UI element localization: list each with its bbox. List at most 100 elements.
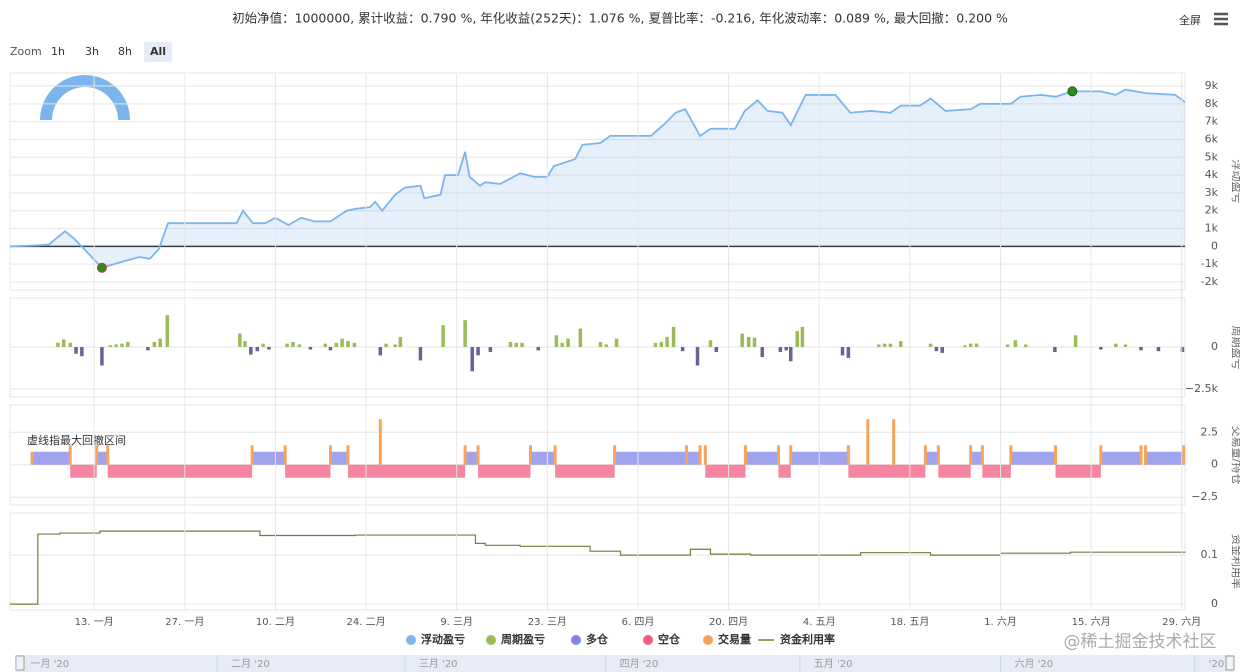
line xyxy=(10,530,1186,605)
y-axis-title: 周期盈亏 xyxy=(1230,326,1240,370)
bar xyxy=(866,419,870,465)
navigator[interactable] xyxy=(17,655,1233,672)
bar xyxy=(980,445,984,465)
bar xyxy=(1099,445,1103,465)
annotation: 虚线指最大回撤区间 xyxy=(27,433,126,447)
bar xyxy=(378,346,383,356)
legend-marker xyxy=(406,635,416,645)
bar xyxy=(441,325,445,347)
area xyxy=(10,89,1185,268)
bar xyxy=(340,338,344,347)
position-band xyxy=(555,464,615,478)
bar xyxy=(238,333,242,347)
y-tick-label: 0 xyxy=(1211,597,1218,610)
navigator-label: 二月 '20 xyxy=(231,658,270,670)
bar xyxy=(261,343,265,347)
y-axis-title: 浮动盈亏 xyxy=(1230,160,1240,204)
zoom-button[interactable]: 8h xyxy=(118,45,132,58)
bar xyxy=(470,346,474,372)
bar xyxy=(393,344,397,347)
bar xyxy=(740,333,744,347)
y-tick-label: 4k xyxy=(1205,168,1219,181)
bar xyxy=(508,341,513,347)
legend-label[interactable]: 资金利用率 xyxy=(780,632,835,646)
position-band xyxy=(478,464,531,478)
watermark: @稀土掘金技术社区 xyxy=(1064,632,1217,652)
x-tick-label: 6. 四月 xyxy=(622,616,655,628)
bar xyxy=(146,346,150,351)
bar xyxy=(528,445,532,465)
position-band xyxy=(252,451,286,465)
fullscreen-button[interactable]: 全屏 xyxy=(1179,13,1201,27)
bar xyxy=(752,337,757,347)
bar xyxy=(243,341,247,347)
x-tick-label: 13. 一月 xyxy=(75,616,114,628)
bar xyxy=(463,445,467,465)
legend-label[interactable]: 浮动盈亏 xyxy=(421,632,465,646)
y-tick-label: 2.5 xyxy=(1201,425,1219,438)
bar xyxy=(108,345,113,347)
bar xyxy=(536,346,541,351)
bar xyxy=(346,341,350,347)
bar xyxy=(68,445,72,465)
bar xyxy=(74,346,78,354)
position-band xyxy=(1055,464,1101,478)
bar xyxy=(788,346,793,362)
bar xyxy=(708,340,713,347)
bar xyxy=(297,344,302,347)
zoom-button[interactable]: All xyxy=(150,45,166,58)
bar xyxy=(514,342,519,347)
bar xyxy=(928,343,933,347)
bar xyxy=(476,445,480,465)
bar xyxy=(352,342,357,347)
bar xyxy=(653,342,658,347)
bar xyxy=(695,346,700,366)
y-tick-label: 0.1 xyxy=(1201,548,1219,561)
bar xyxy=(846,346,851,358)
navigator-handle[interactable] xyxy=(15,655,25,671)
navigator-handle[interactable] xyxy=(1225,655,1235,671)
bar xyxy=(255,346,260,352)
bar xyxy=(1005,344,1010,347)
bar xyxy=(68,342,72,347)
legend-label[interactable]: 交易量 xyxy=(718,632,751,646)
y-tick-label: 0 xyxy=(1211,458,1218,471)
bar xyxy=(969,445,973,465)
legend-label[interactable]: 周期盈亏 xyxy=(501,632,545,646)
bar xyxy=(760,346,765,358)
legend-marker xyxy=(571,635,581,645)
y-tick-label: −2.5k xyxy=(1185,382,1219,395)
position-band xyxy=(970,451,983,465)
y-axis-title: 交易量/持仓 xyxy=(1230,426,1240,485)
zoom-button-bg xyxy=(144,42,172,62)
legend-label[interactable]: 空仓 xyxy=(658,632,681,646)
marker xyxy=(96,262,107,273)
position-band xyxy=(107,464,253,478)
bar xyxy=(418,346,423,361)
position-band xyxy=(32,451,71,465)
bar xyxy=(680,346,685,352)
zoom-button[interactable]: 1h xyxy=(51,45,65,58)
bar xyxy=(553,445,557,465)
y-tick-label: 5k xyxy=(1205,150,1219,163)
bar xyxy=(784,346,788,351)
legend-label[interactable]: 多仓 xyxy=(586,632,609,646)
bar xyxy=(56,342,60,347)
zoom-button[interactable]: 3h xyxy=(85,45,99,58)
bar xyxy=(1054,445,1058,465)
bar xyxy=(267,346,271,350)
y-tick-label: -1k xyxy=(1201,257,1219,270)
bar xyxy=(1053,346,1057,353)
menu-icon[interactable] xyxy=(1214,12,1228,26)
bar xyxy=(126,341,130,347)
bar xyxy=(1156,346,1161,352)
bar xyxy=(743,445,747,465)
bar xyxy=(1144,445,1148,465)
bar xyxy=(323,343,328,347)
bar xyxy=(613,445,617,465)
navigator-label: 四月 '20 xyxy=(620,658,659,670)
bar xyxy=(846,445,850,465)
bar xyxy=(283,445,287,465)
y-tick-label: 2k xyxy=(1205,204,1219,217)
